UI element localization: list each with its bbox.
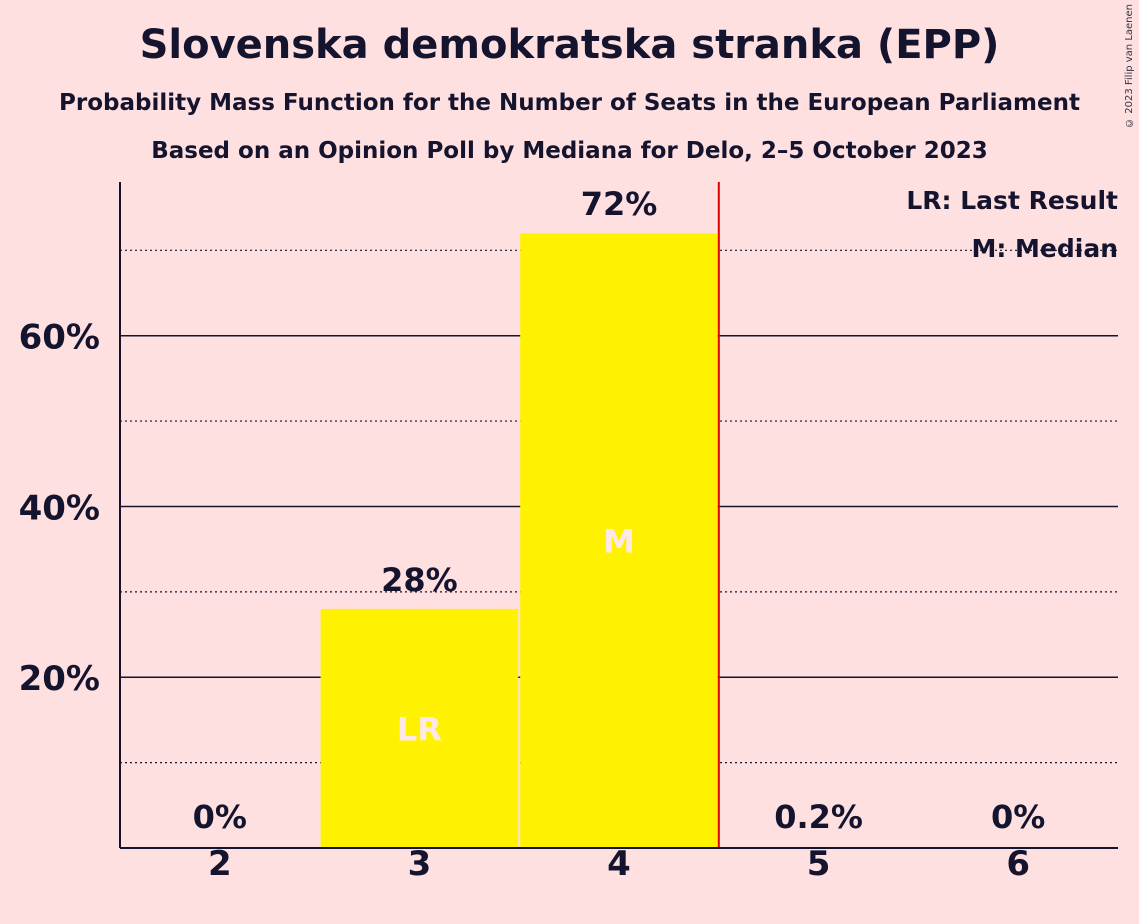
bar-value-label: 0% <box>193 798 247 836</box>
bar-value-label: 28% <box>381 561 458 599</box>
x-tick-label: 2 <box>208 844 232 884</box>
bar <box>320 608 519 848</box>
x-tick-label: 4 <box>607 844 631 884</box>
x-tick-label: 5 <box>807 844 831 884</box>
chart-subtitle-source: Based on an Opinion Poll by Mediana for … <box>151 138 988 164</box>
legend-median: M: Median <box>971 234 1118 263</box>
chart-title: Slovenska demokratska stranka (EPP) <box>139 22 1000 68</box>
legend-last-result: LR: Last Result <box>906 186 1118 215</box>
x-tick-label: 6 <box>1006 844 1030 884</box>
bar-mark-label: M <box>603 523 635 561</box>
bar-value-label: 0% <box>991 798 1045 836</box>
y-tick-label: 60% <box>19 318 100 358</box>
chart-subtitle: Probability Mass Function for the Number… <box>59 90 1080 116</box>
bar-value-label: 0.2% <box>774 798 863 836</box>
bar-value-label: 72% <box>581 185 658 223</box>
y-tick-label: 40% <box>19 488 100 528</box>
bar <box>520 233 718 848</box>
x-tick-label: 3 <box>408 844 432 884</box>
bar-mark-label: LR <box>397 710 442 748</box>
y-tick-label: 20% <box>19 659 100 699</box>
